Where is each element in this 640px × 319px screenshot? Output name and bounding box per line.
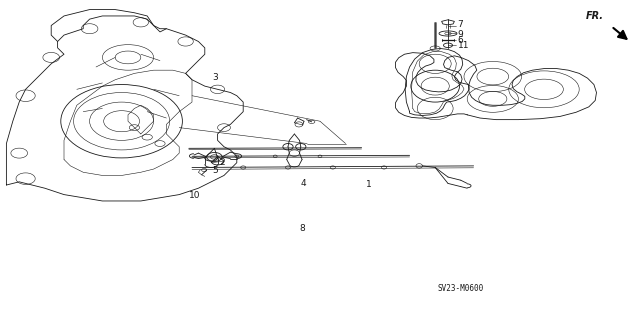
Text: 3: 3: [212, 73, 218, 82]
Text: 8: 8: [300, 224, 305, 233]
Text: 2: 2: [220, 158, 225, 167]
Text: 4: 4: [301, 179, 307, 188]
Text: 1: 1: [366, 180, 372, 189]
Text: 7: 7: [458, 20, 463, 29]
Text: SV23-M0600: SV23-M0600: [438, 285, 484, 293]
Text: 5: 5: [212, 166, 218, 175]
Text: 6: 6: [458, 36, 463, 45]
Text: 10: 10: [189, 191, 200, 200]
Text: 11: 11: [458, 41, 469, 50]
Text: FR.: FR.: [586, 11, 604, 21]
Text: 9: 9: [458, 30, 463, 39]
